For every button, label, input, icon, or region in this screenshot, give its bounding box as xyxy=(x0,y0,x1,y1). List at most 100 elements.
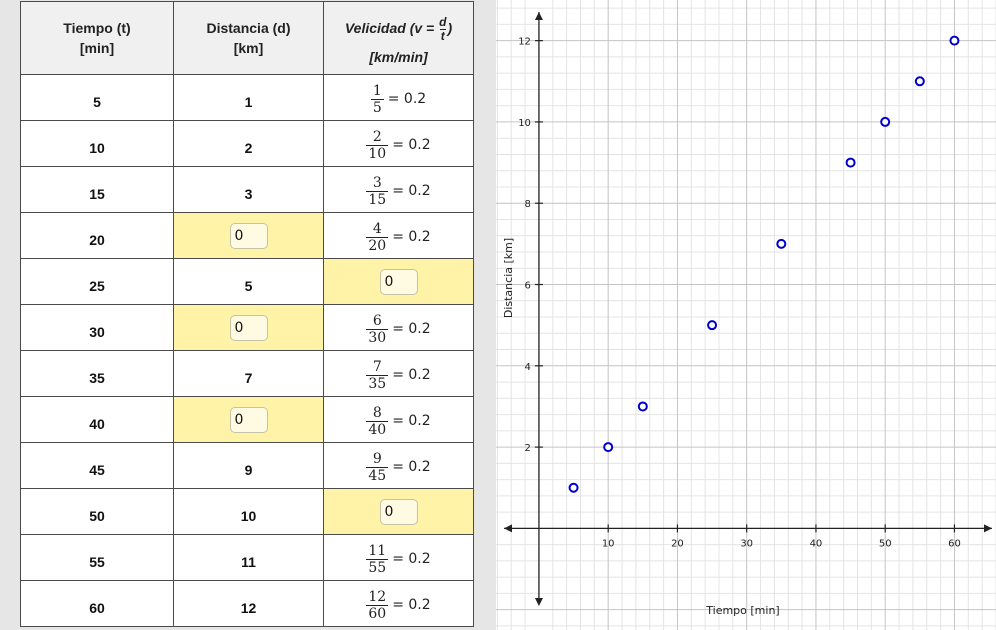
distance-value: 9 xyxy=(244,461,253,478)
distance-value: 10 xyxy=(240,507,257,524)
header-velocity-num: d xyxy=(439,14,447,29)
velocity-cell: 11 55 = 0.2 xyxy=(323,534,474,581)
time-cell: 5 xyxy=(20,74,174,121)
velocity-denominator: 55 xyxy=(366,558,389,576)
distance-input[interactable]: 0 xyxy=(229,222,268,249)
data-point[interactable] xyxy=(707,320,718,331)
data-points xyxy=(568,35,960,493)
velocity-cell: 6 30 = 0.2 xyxy=(323,304,474,351)
distance-value: 3 xyxy=(244,185,253,202)
velocity-cell: 12 60 = 0.2 xyxy=(323,580,474,627)
y-axis-label: Distancia [km] xyxy=(502,238,515,318)
time-cell: 20 xyxy=(20,212,174,259)
table-row: 25 5 0 xyxy=(20,258,474,305)
time-value: 10 xyxy=(89,139,105,156)
header-distance: Distancia (d) [km] xyxy=(173,1,324,75)
time-cell: 15 xyxy=(20,166,174,213)
data-point[interactable] xyxy=(637,401,648,412)
velocity-numerator: 9 xyxy=(372,450,382,467)
velocity-denominator: 20 xyxy=(366,236,389,254)
time-value: 15 xyxy=(89,185,105,202)
table-body: 5 1 1 5 = 0.2 10 2 2 10 = 0.2 15 3 3 15 = 0.2 20 0 4 20 = 0… xyxy=(20,74,474,627)
velocity-fraction: 8 40 xyxy=(366,405,389,438)
velocity-result: = 0.2 xyxy=(392,321,431,337)
table-row: 35 7 7 35 = 0.2 xyxy=(20,350,474,397)
table-header-row: Tiempo (t) [min] Distancia (d) [km] Veli… xyxy=(20,1,474,75)
distance-input[interactable]: 0 xyxy=(229,314,268,341)
velocity-fraction: 7 35 xyxy=(366,358,389,392)
header-velocity-prefix: Velicidad (v = xyxy=(344,19,435,36)
velocity-result: = 0.2 xyxy=(392,413,431,429)
graph-background xyxy=(496,0,996,630)
velocity-result: = 0.2 xyxy=(392,597,431,613)
distance-cell: 5 xyxy=(173,258,324,305)
velocity-input-cell: 0 xyxy=(323,258,474,305)
velocity-fraction: 2 10 xyxy=(366,129,389,162)
distance-cell: 2 xyxy=(173,120,324,167)
table-row: 45 9 9 45 = 0.2 xyxy=(20,442,474,489)
velocity-denominator: 5 xyxy=(370,98,384,116)
velocity-cell: 9 45 = 0.2 xyxy=(323,442,474,489)
table-row: 50 10 0 xyxy=(20,488,474,535)
table-row: 20 0 4 20 = 0.2 xyxy=(20,212,474,259)
distance-value: 5 xyxy=(244,277,253,294)
scatter-graph[interactable]: 10 20 30 40 50 60 2 4 6 8 10 12 Tiempo [min] Distan… xyxy=(496,0,996,630)
time-cell: 50 xyxy=(20,488,174,535)
velocity-numerator: 12 xyxy=(368,588,387,605)
time-cell: 30 xyxy=(20,304,174,351)
x-axis-arrow-left-icon xyxy=(504,524,512,533)
header-velocity-den: t xyxy=(439,28,446,43)
velocity-result: = 0.2 xyxy=(392,183,431,199)
velocity-input[interactable]: 0 xyxy=(379,498,418,525)
y-axis-arrow-up-icon xyxy=(534,12,543,20)
velocity-expression: 12 60 = 0.2 xyxy=(366,588,431,622)
time-value: 40 xyxy=(89,415,105,432)
time-cell: 45 xyxy=(20,442,174,489)
data-point[interactable] xyxy=(914,76,925,87)
data-point[interactable] xyxy=(776,238,787,249)
x-axis-arrow-right-icon xyxy=(984,524,992,533)
y-tick-label: 12 xyxy=(518,37,531,48)
velocity-numerator: 7 xyxy=(372,358,382,375)
velocity-input-cell: 0 xyxy=(323,488,474,535)
table-row: 5 1 1 5 = 0.2 xyxy=(20,74,474,121)
velocity-numerator: 4 xyxy=(372,220,382,237)
distance-input[interactable]: 0 xyxy=(229,406,268,433)
time-value: 20 xyxy=(89,231,105,248)
header-distance-title: Distancia (d) xyxy=(206,20,291,36)
time-value: 5 xyxy=(93,93,101,110)
data-point[interactable] xyxy=(568,482,579,493)
velocity-cell: 7 35 = 0.2 xyxy=(323,350,474,397)
velocity-result: = 0.2 xyxy=(392,459,431,475)
time-value: 35 xyxy=(89,369,105,386)
header-distance-unit: [km] xyxy=(233,40,264,56)
time-value: 45 xyxy=(89,461,105,478)
header-time-title: Tiempo (t) xyxy=(63,20,131,36)
distance-cell: 7 xyxy=(173,350,324,397)
y-tick-label: 6 xyxy=(525,281,531,292)
velocity-result: = 0.2 xyxy=(392,551,431,567)
header-time: Tiempo (t) [min] xyxy=(20,1,174,75)
header-velocity-unit: [km/min] xyxy=(369,48,428,65)
y-tick-label: 2 xyxy=(525,443,531,454)
data-point[interactable] xyxy=(603,442,614,453)
data-point[interactable] xyxy=(949,35,960,46)
time-cell: 25 xyxy=(20,258,174,305)
data-point[interactable] xyxy=(845,157,856,168)
velocity-result: = 0.2 xyxy=(392,229,431,245)
velocity-expression: 7 35 = 0.2 xyxy=(366,358,431,392)
data-point[interactable] xyxy=(880,116,891,127)
velocity-fraction: 6 30 xyxy=(366,313,389,346)
velocity-numerator: 11 xyxy=(368,542,387,559)
distance-cell: 1 xyxy=(173,74,324,121)
velocity-fraction: 9 45 xyxy=(366,450,389,484)
velocity-input[interactable]: 0 xyxy=(379,268,418,295)
velocity-expression: 1 5 = 0.2 xyxy=(370,83,426,116)
velocity-expression: 8 40 = 0.2 xyxy=(366,405,431,438)
y-tick-label: 4 xyxy=(525,362,531,373)
header-time-unit: [min] xyxy=(79,40,115,56)
x-tick-label: 50 xyxy=(879,538,892,549)
distance-input-cell: 0 xyxy=(173,212,324,259)
velocity-expression: 3 15 = 0.2 xyxy=(366,175,431,208)
